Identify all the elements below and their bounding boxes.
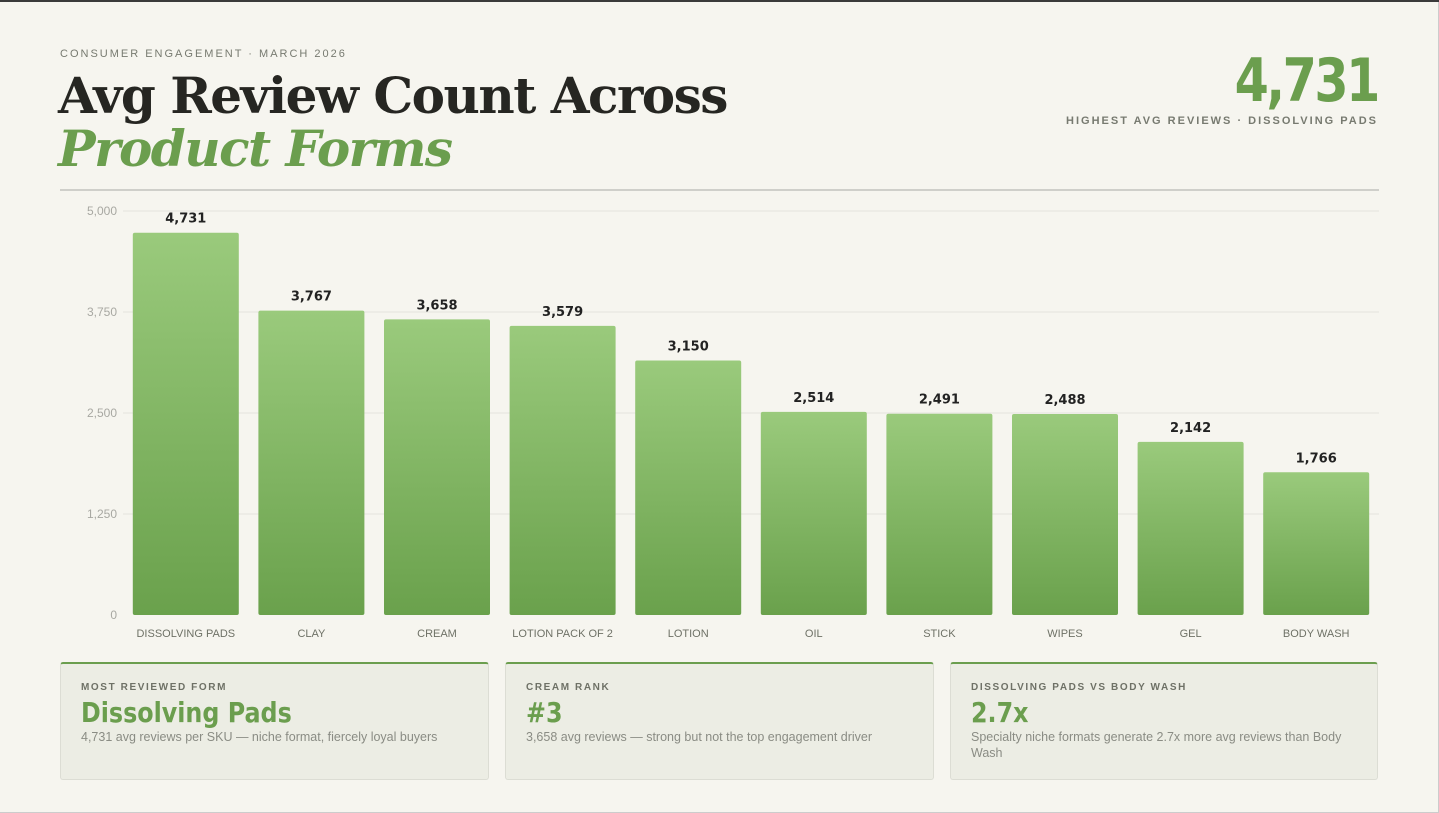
bar [384,319,490,615]
bar-value-label: 2,491 [919,393,960,408]
bar-value-label: 3,658 [416,298,457,313]
card-label: CREAM RANK [526,682,611,693]
x-category-label: OIL [805,628,823,640]
bar [1137,441,1244,615]
card-description: Specialty niche formats generate 2.7x mo… [971,730,1342,760]
y-tick-label: 1,250 [87,507,117,521]
bar-value-label: 3,150 [668,339,709,354]
x-category-label: CREAM [417,628,457,640]
card-value: #3 [526,696,563,729]
insight-card-most-reviewed: MOST REVIEWED FORM Dissolving Pads 4,731… [60,662,489,780]
header-divider [60,189,1379,191]
kpi-label: HIGHEST AVG REVIEWS · DISSOLVING PADS [1066,115,1378,127]
card-value: Dissolving Pads [81,696,292,729]
card-label: DISSOLVING PADS VS BODY WASH [971,682,1187,693]
bar-chart: 0 1,250 2,500 3,750 5,000 4,731 DISSOLVING PAD… [87,204,1379,640]
bar [258,310,365,615]
bar [886,413,993,615]
bar-value-label: 3,579 [542,305,583,320]
x-category-label: DISSOLVING PADS [136,628,235,640]
insight-card-cream-rank: CREAM RANK #3 3,658 avg reviews — strong… [505,662,934,780]
bar [760,411,867,615]
x-category-label: STICK [923,628,956,640]
y-tick-label: 2,500 [87,406,117,420]
bar [1263,472,1370,615]
page-title: Avg Review Count Across [58,66,728,125]
x-category-label: BODY WASH [1283,628,1350,640]
card-description: 4,731 avg reviews per SKU — niche format… [81,730,438,744]
card-label: MOST REVIEWED FORM [81,682,228,693]
bar [132,232,239,615]
y-tick-label: 3,750 [87,305,117,319]
bar [1012,413,1118,615]
x-category-label: LOTION PACK OF 2 [512,628,613,640]
x-category-label: GEL [1180,628,1202,640]
bar-value-label: 1,766 [1296,451,1337,466]
x-category-label: WIPES [1047,628,1082,640]
card-value: 2.7x [971,696,1029,729]
card-description: 3,658 avg reviews — strong but not the t… [526,730,873,744]
kpi-block: 4,731 HIGHEST AVG REVIEWS · DISSOLVING P… [1066,46,1381,127]
y-tick-label: 0 [110,608,117,622]
eyebrow: CONSUMER ENGAGEMENT · MARCH 2026 [60,48,347,60]
bar [635,360,742,615]
bar-value-label: 2,488 [1044,393,1085,408]
bar-value-label: 4,731 [165,212,206,227]
bar-value-label: 3,767 [291,290,332,305]
y-tick-label: 5,000 [87,204,117,218]
bar-value-label: 2,514 [793,391,834,406]
page-title-accent: Product Forms [58,119,453,178]
bar-value-label: 2,142 [1170,421,1211,436]
kpi-value: 4,731 [1234,46,1381,116]
insight-card-comparison: DISSOLVING PADS VS BODY WASH 2.7x Specia… [950,662,1378,780]
x-category-label: CLAY [297,628,326,640]
bar [509,325,616,615]
x-category-label: LOTION [668,628,709,640]
